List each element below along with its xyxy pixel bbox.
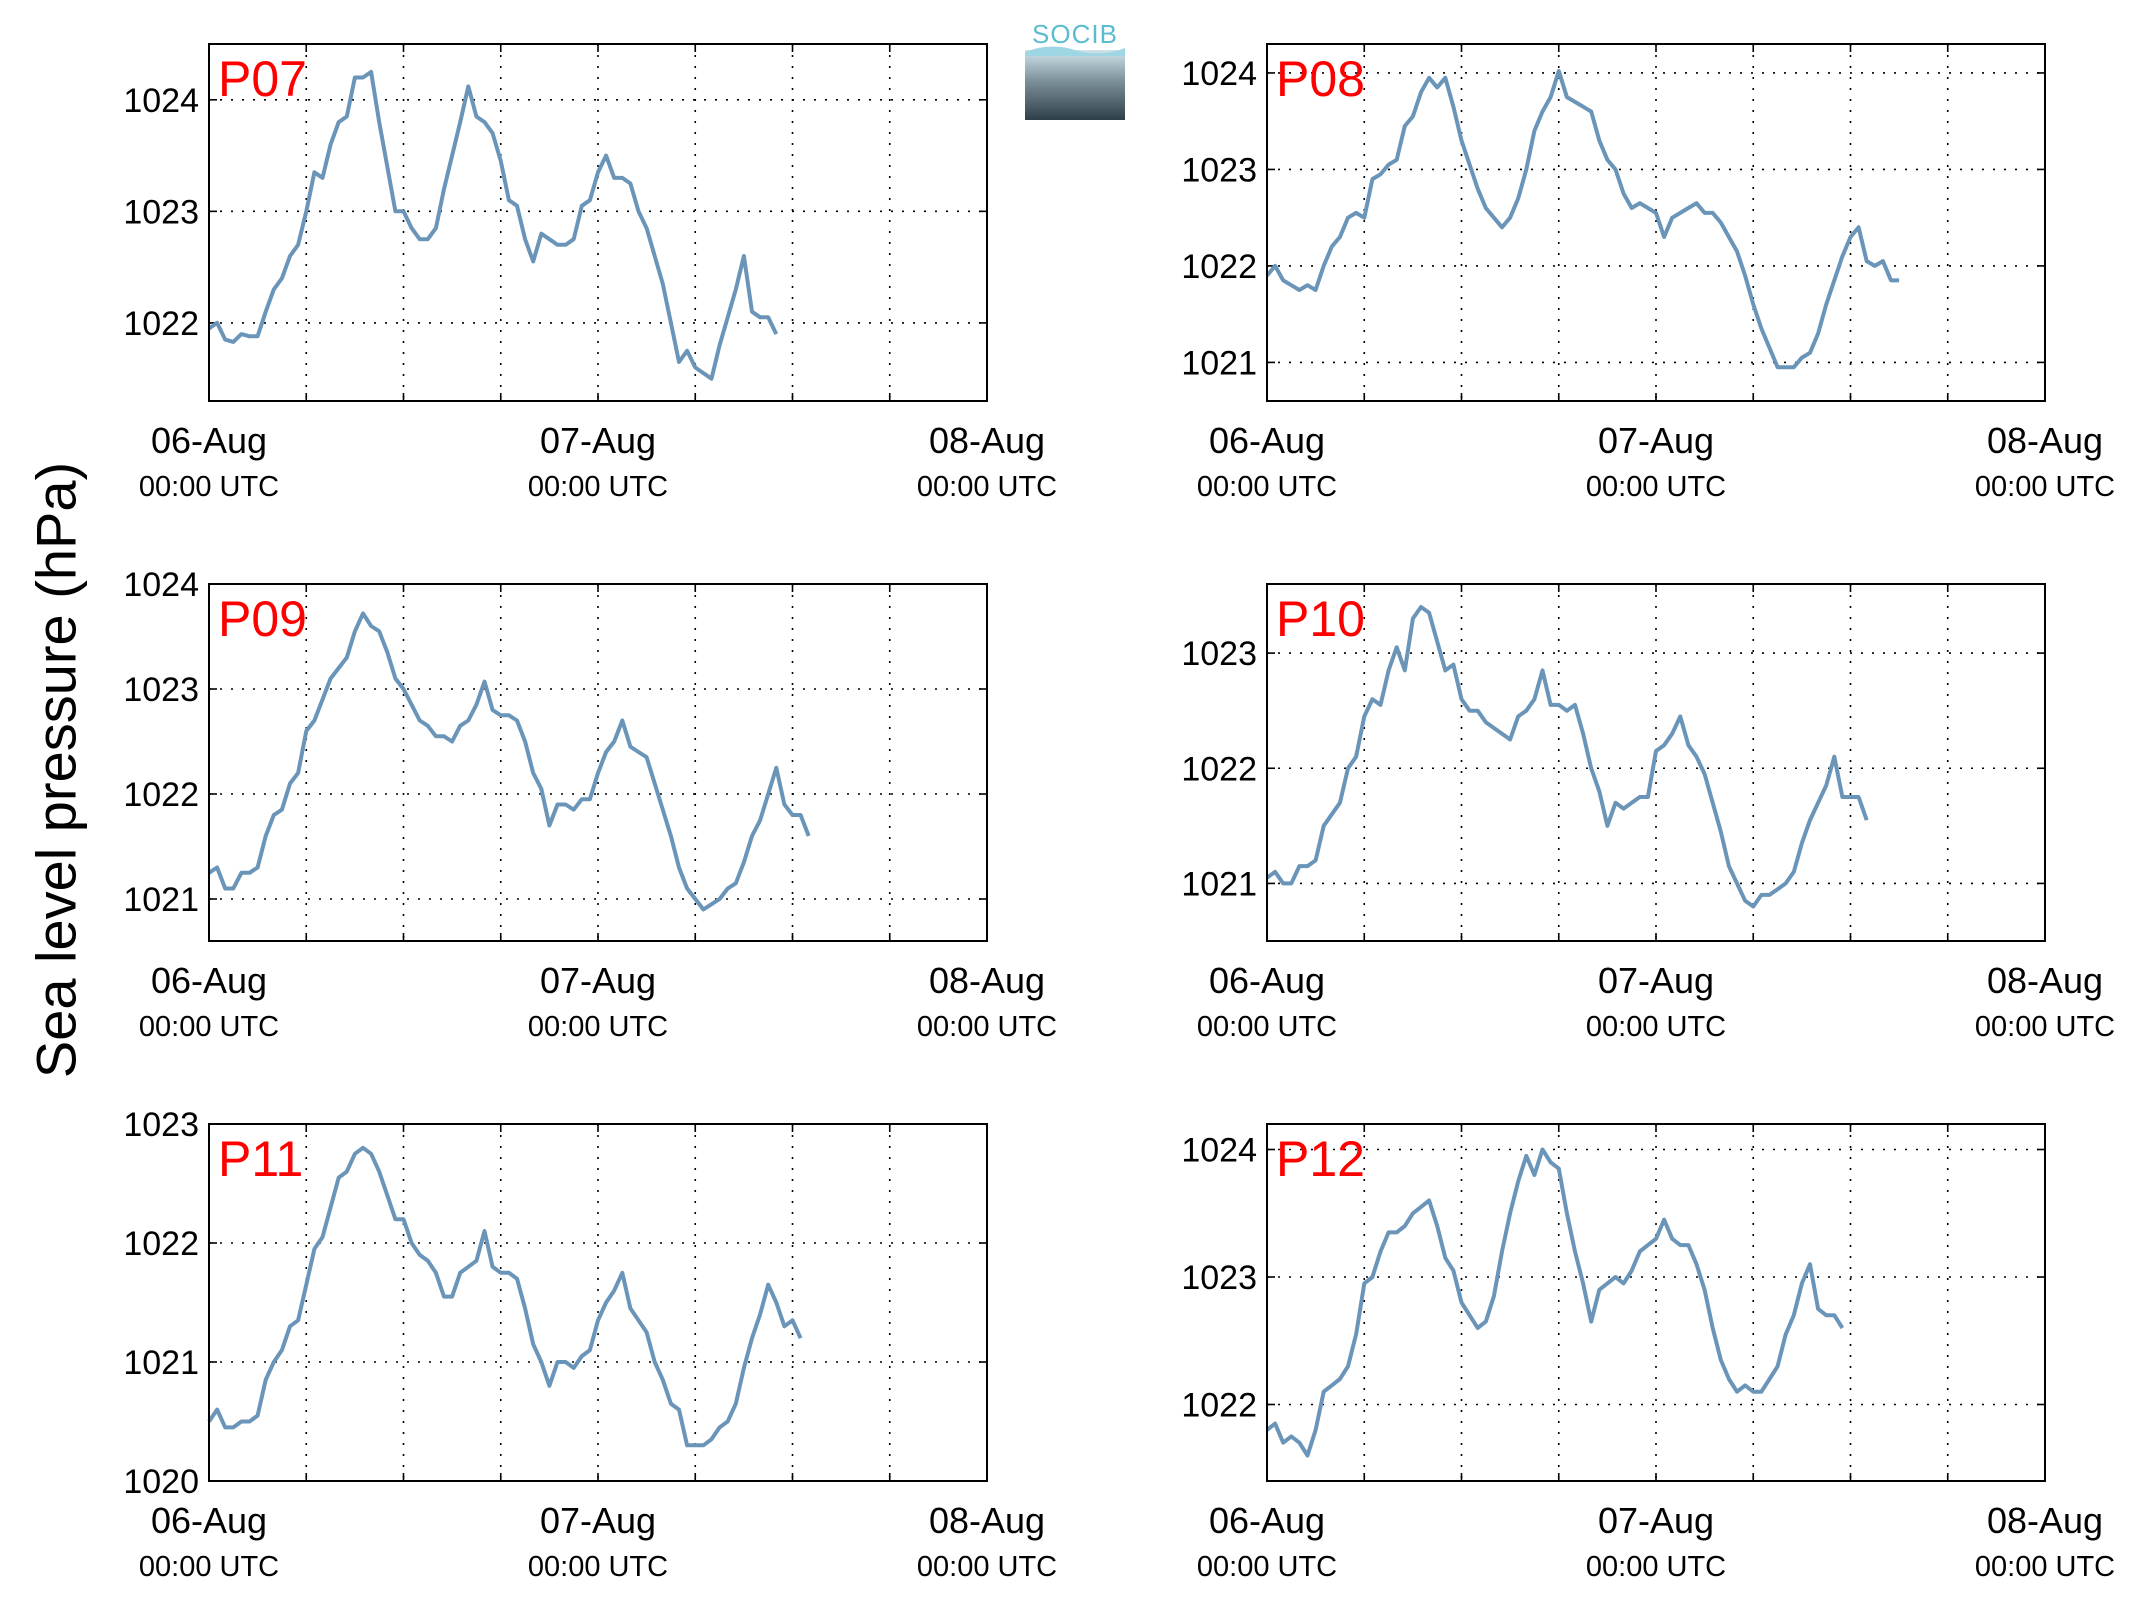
x-tick-time-label: 00:00 UTC bbox=[528, 1551, 668, 1583]
x-tick-date-label: 08-Aug bbox=[929, 1500, 1045, 1541]
x-tick-date-label: 07-Aug bbox=[1598, 960, 1714, 1001]
x-tick-date-label: 06-Aug bbox=[151, 960, 267, 1001]
y-tick-label: 1024 bbox=[1181, 1132, 1257, 1170]
series-line bbox=[207, 611, 811, 912]
panel-label: P11 bbox=[218, 1131, 303, 1187]
x-tick-time-label: 00:00 UTC bbox=[1586, 471, 1726, 503]
x-tick-time-label: 00:00 UTC bbox=[1197, 471, 1337, 503]
axes-box bbox=[208, 583, 988, 942]
x-tick-time-label: 00:00 UTC bbox=[1975, 1551, 2115, 1583]
y-tick-label: 1022 bbox=[1181, 248, 1257, 286]
x-tick-time-label: 00:00 UTC bbox=[917, 471, 1057, 503]
y-tick-label: 1021 bbox=[1181, 344, 1257, 382]
x-tick-date-label: 06-Aug bbox=[151, 1500, 267, 1541]
series-line bbox=[1265, 69, 1900, 370]
panel-p11: 1020 1021 1022 1023 06-Aug 00:00 UTC 07-Aug 00:… bbox=[123, 1106, 1057, 1583]
y-tick-label: 1021 bbox=[1181, 865, 1257, 903]
axes-box bbox=[208, 43, 988, 402]
y-tick-label: 1022 bbox=[123, 1225, 199, 1263]
x-tick-time-label: 00:00 UTC bbox=[1197, 1551, 1337, 1583]
y-tick-label: 1023 bbox=[123, 671, 199, 709]
panel-label: P08 bbox=[1276, 51, 1365, 107]
series-line bbox=[207, 1145, 803, 1448]
x-tick-date-label: 08-Aug bbox=[1987, 1500, 2103, 1541]
x-tick-date-label: 07-Aug bbox=[540, 960, 656, 1001]
y-tick-label: 1022 bbox=[123, 305, 199, 343]
y-tick-label: 1024 bbox=[123, 82, 199, 120]
y-tick-label: 1020 bbox=[123, 1463, 199, 1501]
panel-p08: 1021 1022 1023 1024 06-Aug 00:00 UTC 07-Aug 00:… bbox=[1181, 43, 2115, 503]
axes-box bbox=[208, 1123, 988, 1482]
panel-p09: 1021 1022 1023 1024 06-Aug 00:00 UTC 07-Aug 00:… bbox=[123, 566, 1057, 1043]
x-tick-time-label: 00:00 UTC bbox=[1975, 1011, 2115, 1043]
panel-label: P09 bbox=[218, 591, 307, 647]
x-tick-time-label: 00:00 UTC bbox=[528, 1011, 668, 1043]
series-line bbox=[1265, 1147, 1845, 1458]
panel-p12: 1022 1023 1024 06-Aug 00:00 UTC 07-Aug 00:00 U… bbox=[1181, 1123, 2115, 1583]
x-tick-time-label: 00:00 UTC bbox=[1975, 471, 2115, 503]
y-tick-label: 1022 bbox=[1181, 750, 1257, 788]
axes-box bbox=[1266, 583, 2046, 942]
panel-p07: 1022 1023 1024 06-Aug 00:00 UTC 07-Aug 00:00 U… bbox=[123, 43, 1057, 503]
series-line bbox=[1265, 605, 1869, 909]
x-tick-time-label: 00:00 UTC bbox=[1586, 1551, 1726, 1583]
x-tick-date-label: 06-Aug bbox=[1209, 1500, 1325, 1541]
logo-wave bbox=[1025, 46, 1125, 56]
socib-logo: SOCIB bbox=[1025, 20, 1125, 120]
panel-label: P10 bbox=[1276, 591, 1365, 647]
x-tick-time-label: 00:00 UTC bbox=[139, 471, 279, 503]
panel-label: P12 bbox=[1276, 1131, 1365, 1187]
x-tick-date-label: 06-Aug bbox=[1209, 960, 1325, 1001]
x-tick-date-label: 06-Aug bbox=[1209, 420, 1325, 461]
y-tick-label: 1022 bbox=[123, 776, 199, 814]
y-tick-label: 1023 bbox=[1181, 151, 1257, 189]
x-tick-date-label: 07-Aug bbox=[540, 420, 656, 461]
y-tick-label: 1021 bbox=[123, 1344, 199, 1382]
y-tick-label: 1023 bbox=[1181, 635, 1257, 673]
panel-p10: 1021 1022 1023 06-Aug 00:00 UTC 07-Aug 00:00 U… bbox=[1181, 583, 2115, 1043]
x-tick-date-label: 07-Aug bbox=[1598, 420, 1714, 461]
x-tick-date-label: 08-Aug bbox=[929, 420, 1045, 461]
x-tick-time-label: 00:00 UTC bbox=[917, 1551, 1057, 1583]
axes-box bbox=[1266, 1123, 2046, 1482]
y-tick-label: 1023 bbox=[1181, 1259, 1257, 1297]
y-tick-label: 1024 bbox=[123, 566, 199, 604]
x-tick-date-label: 08-Aug bbox=[929, 960, 1045, 1001]
logo-text: SOCIB bbox=[1032, 19, 1118, 49]
panel-label: P07 bbox=[218, 51, 307, 107]
x-tick-time-label: 00:00 UTC bbox=[139, 1551, 279, 1583]
y-tick-label: 1021 bbox=[123, 881, 199, 919]
x-tick-time-label: 00:00 UTC bbox=[139, 1011, 279, 1043]
x-tick-time-label: 00:00 UTC bbox=[1197, 1011, 1337, 1043]
series-line bbox=[207, 69, 779, 381]
y-tick-label: 1023 bbox=[123, 193, 199, 231]
axes-box bbox=[1266, 43, 2046, 402]
x-tick-date-label: 07-Aug bbox=[540, 1500, 656, 1541]
x-tick-time-label: 00:00 UTC bbox=[1586, 1011, 1726, 1043]
x-tick-date-label: 08-Aug bbox=[1987, 420, 2103, 461]
logo-block bbox=[1025, 50, 1125, 120]
x-tick-time-label: 00:00 UTC bbox=[528, 471, 668, 503]
x-tick-date-label: 08-Aug bbox=[1987, 960, 2103, 1001]
x-tick-time-label: 00:00 UTC bbox=[917, 1011, 1057, 1043]
y-tick-label: 1023 bbox=[123, 1106, 199, 1144]
x-tick-date-label: 06-Aug bbox=[151, 420, 267, 461]
x-tick-date-label: 07-Aug bbox=[1598, 1500, 1714, 1541]
y-tick-label: 1024 bbox=[1181, 55, 1257, 93]
y-tick-label: 1022 bbox=[1181, 1387, 1257, 1425]
